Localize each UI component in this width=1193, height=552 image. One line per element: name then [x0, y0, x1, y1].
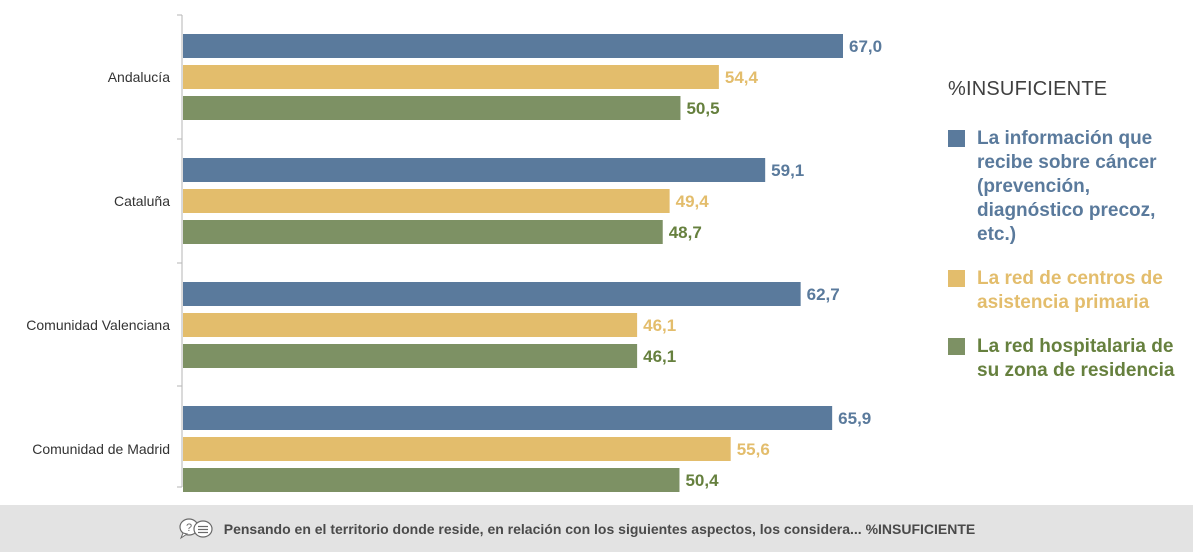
category-label: Comunidad de Madrid	[32, 441, 170, 457]
bar	[183, 158, 766, 182]
data-label: 54,4	[725, 68, 759, 87]
data-label: 50,5	[686, 99, 719, 118]
bar	[183, 34, 843, 58]
svg-text:?: ?	[186, 522, 192, 534]
category-label: Comunidad Valenciana	[26, 317, 170, 333]
legend-label: La red de centros de asistencia primaria	[977, 268, 1163, 313]
data-label: 59,1	[771, 161, 804, 180]
bar	[183, 468, 680, 492]
legend-item: La información que recibe sobre cáncer (…	[948, 127, 1193, 247]
category-label: Cataluña	[114, 193, 170, 209]
legend-title: %INSUFICIENTE	[948, 78, 1108, 100]
data-label: 46,1	[643, 316, 676, 335]
bar	[183, 189, 670, 213]
legend-swatch	[948, 270, 965, 287]
data-label: 48,7	[669, 223, 702, 242]
data-label: 55,6	[737, 440, 770, 459]
category-label: Andalucía	[108, 69, 170, 85]
legend-item: La red de centros de asistencia primaria	[948, 267, 1193, 315]
legend-swatch	[948, 338, 965, 355]
bar	[183, 282, 801, 306]
data-label: 46,1	[643, 347, 676, 366]
bar-chart: Andalucía 67,0 54,4 50,5 Cataluña 59,1 49,4 48,…	[26, 14, 882, 492]
bar	[183, 437, 731, 461]
bar	[183, 96, 681, 120]
data-label: 62,7	[807, 285, 840, 304]
bar	[183, 65, 719, 89]
footer-question-text: Pensando en el territorio donde reside, …	[223, 520, 976, 537]
question-speech-icon: ?	[179, 517, 213, 539]
data-label: 49,4	[676, 192, 710, 211]
bar	[183, 313, 638, 337]
bar	[183, 344, 638, 368]
legend: %INSUFICIENTE La información que recibe …	[948, 78, 1193, 403]
data-label: 67,0	[849, 37, 882, 56]
data-label: 50,4	[685, 471, 719, 490]
legend-label: La información que recibe sobre cáncer (…	[977, 128, 1157, 245]
footer-bar: ? Pensando en el territorio donde reside…	[0, 505, 1193, 552]
legend-label: La red hospitalaria de su zona de reside…	[977, 336, 1175, 381]
bar	[183, 406, 833, 430]
bar	[183, 220, 663, 244]
legend-swatch	[948, 130, 965, 147]
legend-item: La red hospitalaria de su zona de reside…	[948, 335, 1193, 383]
data-label: 65,9	[838, 409, 871, 428]
